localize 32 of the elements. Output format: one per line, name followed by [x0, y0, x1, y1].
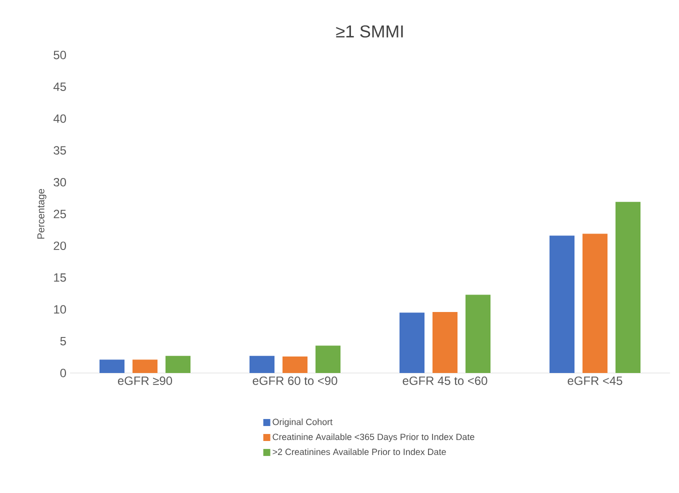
- y-tick-label: 10: [54, 305, 66, 314]
- y-tick-label: 0: [60, 368, 66, 378]
- bar: [166, 356, 190, 373]
- y-tick-label: 40: [53, 114, 66, 123]
- x-tick-label: eGFR <45: [568, 376, 622, 385]
- legend-label: Creatinine Available <365 Days Prior to Index Date: [272, 433, 474, 442]
- bar: [282, 356, 308, 373]
- y-tick-label: 15: [54, 273, 66, 282]
- bar: [582, 234, 608, 373]
- y-axis-title: Percentage: [37, 188, 46, 239]
- legend-label: >2 Creatinines Available Prior to Index Date: [272, 448, 446, 456]
- bar: [550, 236, 575, 373]
- x-tick-label: eGFR 60 to <90: [252, 376, 338, 385]
- y-tick-label: 20: [54, 242, 66, 250]
- y-tick-label: 5: [60, 337, 66, 346]
- x-tick-label: eGFR ≥90: [118, 376, 172, 385]
- y-tick-label: 50: [54, 50, 66, 60]
- bar: [466, 294, 491, 373]
- bar: [432, 312, 458, 373]
- y-tick-label: 25: [54, 210, 66, 218]
- y-tick-label: 30: [54, 178, 66, 186]
- x-tick-label: eGFR 45 to <60: [402, 376, 488, 385]
- bar: [316, 346, 341, 373]
- bar: [616, 202, 641, 373]
- legend-label: Original Cohort: [272, 418, 332, 427]
- bar: [400, 312, 425, 373]
- y-tick-label: 35: [54, 146, 66, 155]
- y-tick-label: 45: [53, 82, 66, 91]
- bar: [132, 360, 158, 373]
- bar: [250, 356, 274, 373]
- bar: [100, 360, 124, 373]
- chart-title: ≥1 SMMI: [336, 25, 403, 38]
